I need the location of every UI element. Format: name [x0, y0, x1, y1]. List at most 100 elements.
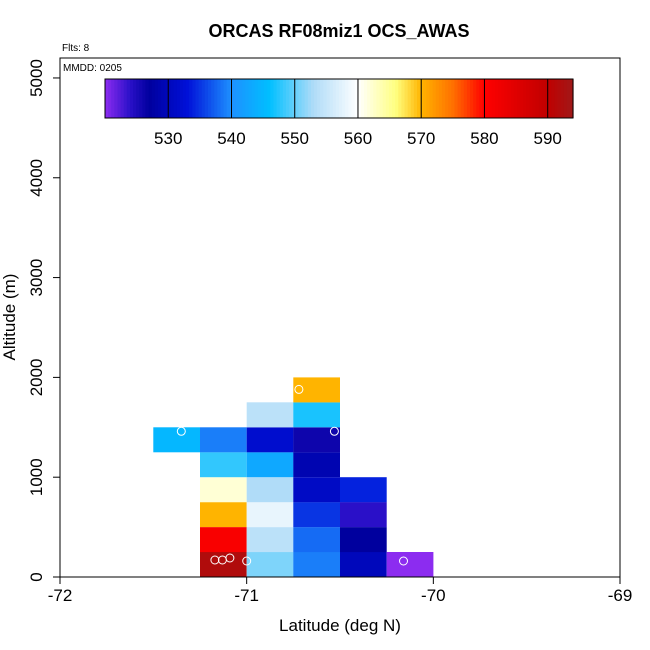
- colorbar-segment: [420, 79, 424, 118]
- colorbar-segment: [435, 79, 440, 118]
- colorbar-segment: [367, 79, 371, 118]
- x-tick-label: -72: [48, 586, 73, 605]
- colorbar-segment: [501, 79, 505, 118]
- colorbar-segment: [248, 79, 253, 118]
- colorbar-segment: [133, 79, 137, 118]
- colorbar-segment: [183, 79, 187, 118]
- colorbar-segment: [164, 79, 168, 118]
- colorbar-segment: [351, 79, 356, 118]
- sample-point-marker: [294, 384, 304, 394]
- colorbar-segment: [245, 79, 250, 118]
- colorbar-segment: [392, 79, 396, 118]
- heatmap-cell: [293, 502, 340, 528]
- colorbar-segment: [413, 79, 418, 118]
- colorbar-segment: [348, 79, 353, 118]
- colorbar-frame: [104, 78, 574, 119]
- flights-count-label: Flts: 8: [62, 43, 90, 54]
- heatmap-cell: [293, 527, 340, 553]
- heatmap-cell: [200, 502, 247, 528]
- colorbar-segment: [491, 79, 496, 118]
- colorbar-segment: [123, 79, 128, 118]
- colorbar-segment: [236, 79, 240, 118]
- colorbar-segment: [151, 79, 156, 118]
- colorbar-tick-label: 530: [154, 129, 182, 148]
- y-tick-label: 4000: [27, 159, 46, 197]
- colorbar-segment: [292, 79, 296, 118]
- colorbar-segment: [298, 79, 303, 118]
- heatmap-cell: [246, 427, 294, 453]
- heatmap-cell: [293, 402, 340, 428]
- heatmap-cell: [340, 527, 387, 553]
- sample-point-marker: [176, 426, 186, 436]
- colorbar-segment: [470, 79, 474, 118]
- colorbar-segment: [429, 79, 434, 118]
- heatmap-cell: [293, 452, 340, 478]
- chart-title: ORCAS RF08miz1 OCS_AWAS: [208, 21, 469, 41]
- colorbar-segment: [544, 79, 549, 118]
- colorbar-segment: [551, 79, 555, 118]
- colorbar-segment: [342, 79, 346, 118]
- colorbar-segment: [201, 79, 206, 118]
- heatmap-cell: [246, 402, 294, 428]
- heatmap-cell: [340, 502, 387, 528]
- colorbar-segment: [226, 79, 231, 118]
- colorbar-segment: [557, 79, 562, 118]
- colorbar-segment: [523, 79, 527, 118]
- sample-point-marker: [242, 556, 252, 566]
- heatmap-cell: [246, 527, 294, 553]
- colorbar-segment: [179, 79, 184, 118]
- colorbar-segment: [320, 79, 324, 118]
- colorbar-segment: [507, 79, 512, 118]
- sample-point-marker: [225, 553, 235, 563]
- colorbar-segment: [285, 79, 290, 118]
- x-tick-label: -69: [608, 586, 633, 605]
- heatmap-cell: [153, 427, 200, 453]
- heatmap-cell: [293, 427, 340, 453]
- colorbar-segment: [373, 79, 378, 118]
- colorbar-segment: [448, 79, 452, 118]
- colorbar-segment: [314, 79, 318, 118]
- colorbar-segment: [535, 79, 540, 118]
- colorbar-segment: [154, 79, 159, 118]
- heatmap-cell: [200, 427, 247, 453]
- heatmap-cell: [293, 477, 340, 503]
- colorbar-segment: [354, 79, 359, 118]
- colorbar-segment: [370, 79, 374, 118]
- colorbar-segment: [345, 79, 349, 118]
- colorbar-segment: [488, 79, 493, 118]
- y-tick-label: 1000: [27, 458, 46, 496]
- colorbar-segment: [548, 79, 552, 118]
- x-axis-label: Latitude (deg N): [279, 616, 401, 635]
- colorbar-segment: [264, 79, 268, 118]
- heatmap-cell: [200, 477, 247, 503]
- colorbar-segment: [161, 79, 165, 118]
- colorbar-segment: [385, 79, 390, 118]
- colorbar-tick-label: 570: [407, 129, 435, 148]
- colorbar-segment: [463, 79, 468, 118]
- colorbar-tick-label: 590: [534, 129, 562, 148]
- colorbar-segment: [279, 79, 284, 118]
- colorbar-segment: [251, 79, 256, 118]
- colorbar-segment: [460, 79, 465, 118]
- colorbar-segment: [357, 79, 362, 118]
- colorbar-segment: [126, 79, 131, 118]
- colorbar-segment: [395, 79, 399, 118]
- colorbar-segment: [485, 79, 490, 118]
- colorbar-segment: [326, 79, 331, 118]
- colorbar-segment: [476, 79, 480, 118]
- colorbar-segment: [339, 79, 343, 118]
- colorbar-segment: [192, 79, 197, 118]
- colorbar-segment: [479, 79, 484, 118]
- x-tick-label: -70: [421, 586, 446, 605]
- colorbar-segment: [301, 79, 306, 118]
- colorbar-segment: [560, 79, 565, 118]
- colorbar-segment: [498, 79, 502, 118]
- colorbar-segment: [129, 79, 134, 118]
- colorbar-segment: [273, 79, 278, 118]
- colorbar-segment: [276, 79, 281, 118]
- colorbar-segment: [332, 79, 337, 118]
- colorbar-segment: [441, 79, 446, 118]
- date-label: MMDD: 0205: [63, 63, 122, 74]
- colorbar-segment: [257, 79, 262, 118]
